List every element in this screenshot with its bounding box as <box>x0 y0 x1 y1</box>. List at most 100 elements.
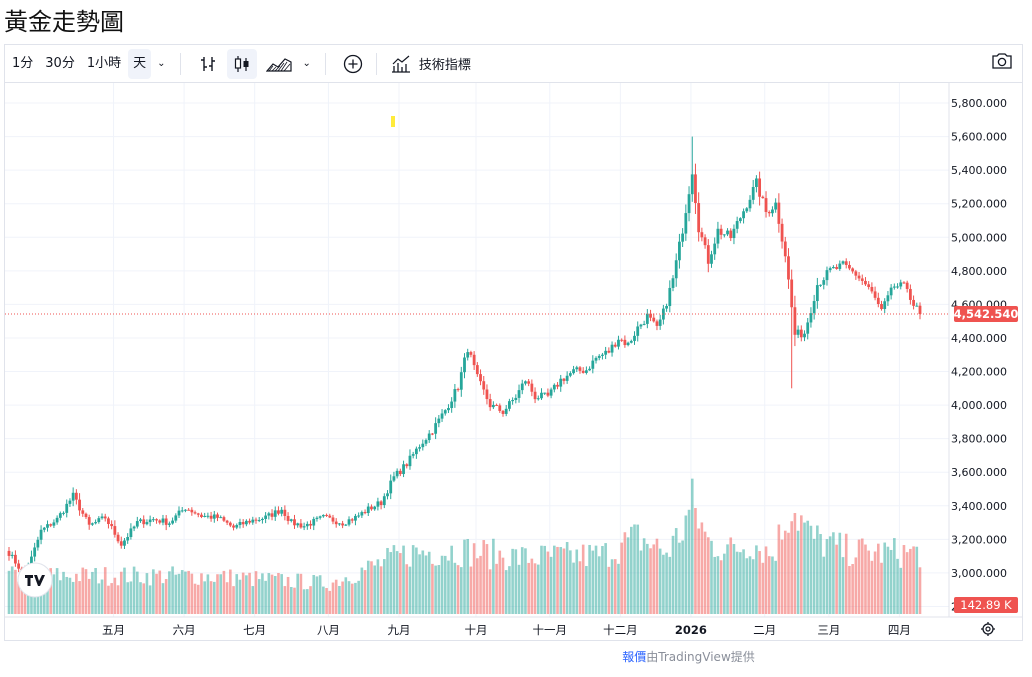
candle-body <box>244 520 248 525</box>
volume-bar <box>55 568 59 614</box>
candle-body <box>883 301 887 310</box>
candle-body <box>559 378 563 387</box>
volume-bar <box>107 585 110 614</box>
volume-bar <box>899 567 903 614</box>
volume-bar <box>370 561 373 614</box>
volume-bar <box>652 544 656 614</box>
candle-body <box>860 278 864 281</box>
candle-body <box>283 509 287 516</box>
settings-button[interactable] <box>981 622 995 636</box>
candle-body <box>655 321 659 326</box>
volume-bar <box>293 587 296 614</box>
volume-bar <box>543 545 546 614</box>
volume-bar <box>161 583 165 614</box>
volume-bar <box>222 570 226 614</box>
volume-bar <box>421 550 425 614</box>
candle-body <box>193 512 197 514</box>
candle-body <box>838 263 842 269</box>
chart-toolbar: 1分 30分 1小時 天 ⌄ ⌄ 技術指標 <box>5 45 1022 83</box>
volume-bar <box>751 559 755 614</box>
candle-body <box>803 333 806 338</box>
volume-bar <box>97 583 101 614</box>
volume-bar <box>604 543 607 614</box>
interval-day-button[interactable]: 天 <box>128 48 152 79</box>
area-chart-icon[interactable] <box>261 49 297 79</box>
volume-bar <box>501 557 505 614</box>
volume-bar <box>415 547 418 614</box>
interval-1hour-button[interactable]: 1小時 <box>86 55 122 71</box>
volume-bar <box>363 570 367 614</box>
volume-bar <box>623 532 627 614</box>
candle-body <box>540 392 543 399</box>
volume-bar <box>690 478 694 614</box>
candle-body <box>607 350 611 353</box>
volume-bar <box>636 524 640 614</box>
candle-body <box>790 279 794 308</box>
candle-body <box>196 513 200 515</box>
volume-bar <box>46 576 49 614</box>
volume-bar <box>257 579 261 614</box>
snapshot-button[interactable] <box>990 49 1014 77</box>
volume-bar <box>710 540 713 614</box>
volume-bar <box>767 556 771 614</box>
candle-body <box>305 523 309 527</box>
candle-body <box>437 418 441 424</box>
candle-body <box>710 254 713 264</box>
candle-body <box>642 323 646 325</box>
volume-bar <box>540 545 543 614</box>
event-marker[interactable] <box>391 116 395 127</box>
candlestick-icon[interactable] <box>226 48 257 79</box>
price-tick-label: 3,400.000 <box>951 500 1007 513</box>
add-circle-icon[interactable] <box>338 49 368 79</box>
indicators-button[interactable]: 技術指標 <box>385 49 477 79</box>
candle-body <box>751 187 755 200</box>
candle-body <box>851 268 855 272</box>
volume-bar <box>610 559 614 614</box>
volume-bar <box>469 566 473 614</box>
candle-body <box>809 313 813 323</box>
time-tick-label: 十月 <box>465 623 488 637</box>
candle-body <box>735 221 739 229</box>
candle-body <box>783 241 787 257</box>
volume-bar <box>142 583 146 614</box>
volume-bar <box>152 569 155 614</box>
volume-bar <box>620 542 623 614</box>
volume-bar <box>87 578 91 614</box>
price-chart[interactable]: 2,800.0003,000.0003,200.0003,400.0003,60… <box>5 83 1022 640</box>
bar-chart-icon[interactable] <box>193 49 223 79</box>
candle-body <box>568 373 572 376</box>
candle-body <box>257 520 261 522</box>
time-tick-label: 2026 <box>675 623 707 637</box>
candle-body <box>864 280 867 285</box>
interval-30min-button[interactable]: 30分 <box>45 55 75 71</box>
volume-bar <box>376 559 380 614</box>
volume-bar <box>520 547 524 614</box>
toolbar-divider <box>375 52 377 75</box>
candle-body <box>594 357 598 361</box>
price-tick-label: 3,800.000 <box>951 433 1007 446</box>
candle-body <box>52 522 56 526</box>
chart-type-chevron-down-icon[interactable]: ⌄ <box>302 58 311 69</box>
price-tick-label: 3,600.000 <box>951 466 1007 479</box>
candle-body <box>517 390 521 398</box>
candle-body <box>649 313 652 318</box>
quotes-link[interactable]: 報價 <box>622 650 647 664</box>
volume-bar <box>825 539 829 614</box>
price-tick-label: 5,000.000 <box>951 231 1007 244</box>
volume-bar <box>296 573 299 614</box>
volume-bar <box>100 579 104 614</box>
volume-bar <box>402 545 405 614</box>
volume-bar <box>742 549 745 614</box>
tradingview-logo[interactable] <box>17 562 53 598</box>
volume-bar <box>286 576 290 614</box>
interval-1min-button[interactable]: 1分 <box>12 55 34 71</box>
volume-bar <box>350 583 354 614</box>
interval-chevron-down-icon[interactable]: ⌄ <box>157 58 166 69</box>
candle-body <box>572 369 575 374</box>
last-price-badge: 4,542.540 <box>954 306 1018 323</box>
volume-bar <box>267 573 271 614</box>
candle-body <box>738 218 742 222</box>
volume-bar <box>867 550 870 614</box>
volume-bar <box>466 538 470 614</box>
volume-bar <box>212 581 216 614</box>
